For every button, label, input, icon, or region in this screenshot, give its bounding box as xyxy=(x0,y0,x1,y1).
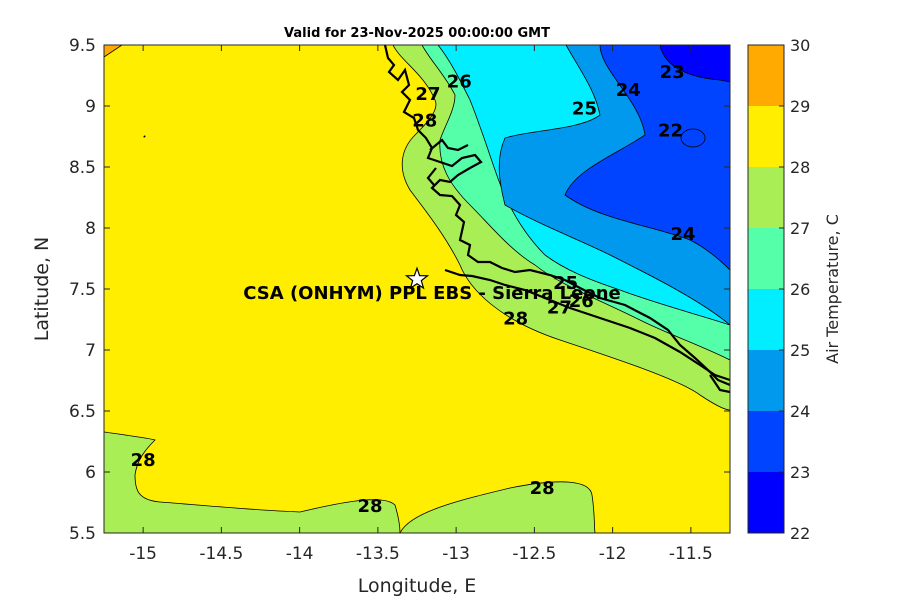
coastline-inlet-1 xyxy=(429,138,469,152)
y-tick-label: 9.5 xyxy=(69,36,96,56)
x-tick-label: -13.5 xyxy=(356,544,400,564)
coastline-main xyxy=(383,45,730,387)
x-tick-label: -11.5 xyxy=(669,544,713,564)
colorbar-label: Air Temperature, C xyxy=(823,214,842,364)
x-axis-ticks: -15 -14.5 -14 -13.5 -13 -12.5 -12 -11.5 xyxy=(129,45,713,564)
x-tick-label: -12 xyxy=(599,544,627,564)
y-tick-label: 6.5 xyxy=(69,402,96,422)
colorbar-band xyxy=(748,411,784,472)
contour-22-loop xyxy=(680,128,706,148)
colorbar-band xyxy=(748,289,784,350)
contour-label: 25 xyxy=(553,273,578,294)
contour-label: 28 xyxy=(412,111,437,132)
contour-label: 28 xyxy=(530,478,555,499)
y-tick-label: 7 xyxy=(85,341,96,361)
contour-label: 28 xyxy=(131,450,156,471)
colorbar-tick-label: 29 xyxy=(790,97,810,116)
band-22-23 xyxy=(564,45,730,271)
x-tick-label: -13 xyxy=(442,544,470,564)
colorbar-tick-label: 25 xyxy=(790,341,810,360)
map-title: Valid for 23-Nov-2025 00:00:00 GMT xyxy=(284,26,550,41)
y-axis-label: Latitude, N xyxy=(31,237,53,342)
y-tick-label: 9 xyxy=(85,97,96,117)
colorbar-band xyxy=(748,472,784,533)
colorbar-tick-label: 28 xyxy=(790,158,810,177)
colorbar-tick-label: 27 xyxy=(790,219,810,238)
contour-label: 27 xyxy=(547,297,572,318)
coastline-dot xyxy=(143,135,146,138)
band-28-29 xyxy=(104,45,123,58)
x-axis-label: Longitude, E xyxy=(358,575,477,597)
coastline xyxy=(143,45,730,394)
contour-label: 25 xyxy=(572,98,597,119)
colorbar-tick-label: 23 xyxy=(790,463,810,482)
x-tick-label: -14.5 xyxy=(199,544,243,564)
colorbar-band xyxy=(748,350,784,411)
site-label: CSA (ONHYM) PPL EBS - Sierra Leone xyxy=(243,283,620,304)
band-26-27-south-west xyxy=(104,431,401,533)
colorbar-tick-label: 22 xyxy=(790,524,810,543)
y-axis-ticks: 5.5 6 6.5 7 7.5 8 8.5 9 9.5 xyxy=(69,36,730,544)
x-tick-label: -12.5 xyxy=(512,544,556,564)
colorbar-band xyxy=(748,106,784,167)
coastline-sherbro xyxy=(444,268,730,382)
contour-label: 24 xyxy=(616,80,641,101)
contour-label: 28 xyxy=(358,496,383,517)
y-tick-label: 8 xyxy=(85,219,96,239)
band-26-27-south-east xyxy=(399,481,596,533)
contour-label: 24 xyxy=(671,224,696,245)
colorbar: 22 23 24 25 26 27 28 29 30 Air Temperature, C xyxy=(747,36,842,543)
x-tick-label: -14 xyxy=(286,544,314,564)
colorbar-band xyxy=(748,228,784,289)
colorbar-tick-label: 30 xyxy=(790,36,810,55)
contour-label: 22 xyxy=(658,120,683,141)
colorbar-band xyxy=(748,45,784,106)
star-icon xyxy=(404,266,430,290)
site-marker: CSA (ONHYM) PPL EBS - Sierra Leone xyxy=(243,266,621,304)
x-tick-label: -15 xyxy=(129,544,157,564)
contour-label: 23 xyxy=(660,62,685,83)
coastline-inlet-3 xyxy=(709,374,730,394)
colorbar-tick-label: 24 xyxy=(790,402,810,421)
colorbar-tick-label: 26 xyxy=(790,280,810,299)
coastline-inlet-2 xyxy=(426,167,437,186)
contour-label: 27 xyxy=(415,84,440,105)
y-tick-label: 5.5 xyxy=(69,524,96,544)
colorbar-band xyxy=(748,167,784,228)
contour-label: 26 xyxy=(569,291,594,312)
contour-label: 28 xyxy=(503,308,528,329)
colorbar-ticks: 22 23 24 25 26 27 28 29 30 xyxy=(779,36,810,543)
y-tick-label: 6 xyxy=(85,463,96,483)
contour-label: 26 xyxy=(447,72,472,93)
y-tick-label: 8.5 xyxy=(69,158,96,178)
y-tick-label: 7.5 xyxy=(69,280,96,300)
